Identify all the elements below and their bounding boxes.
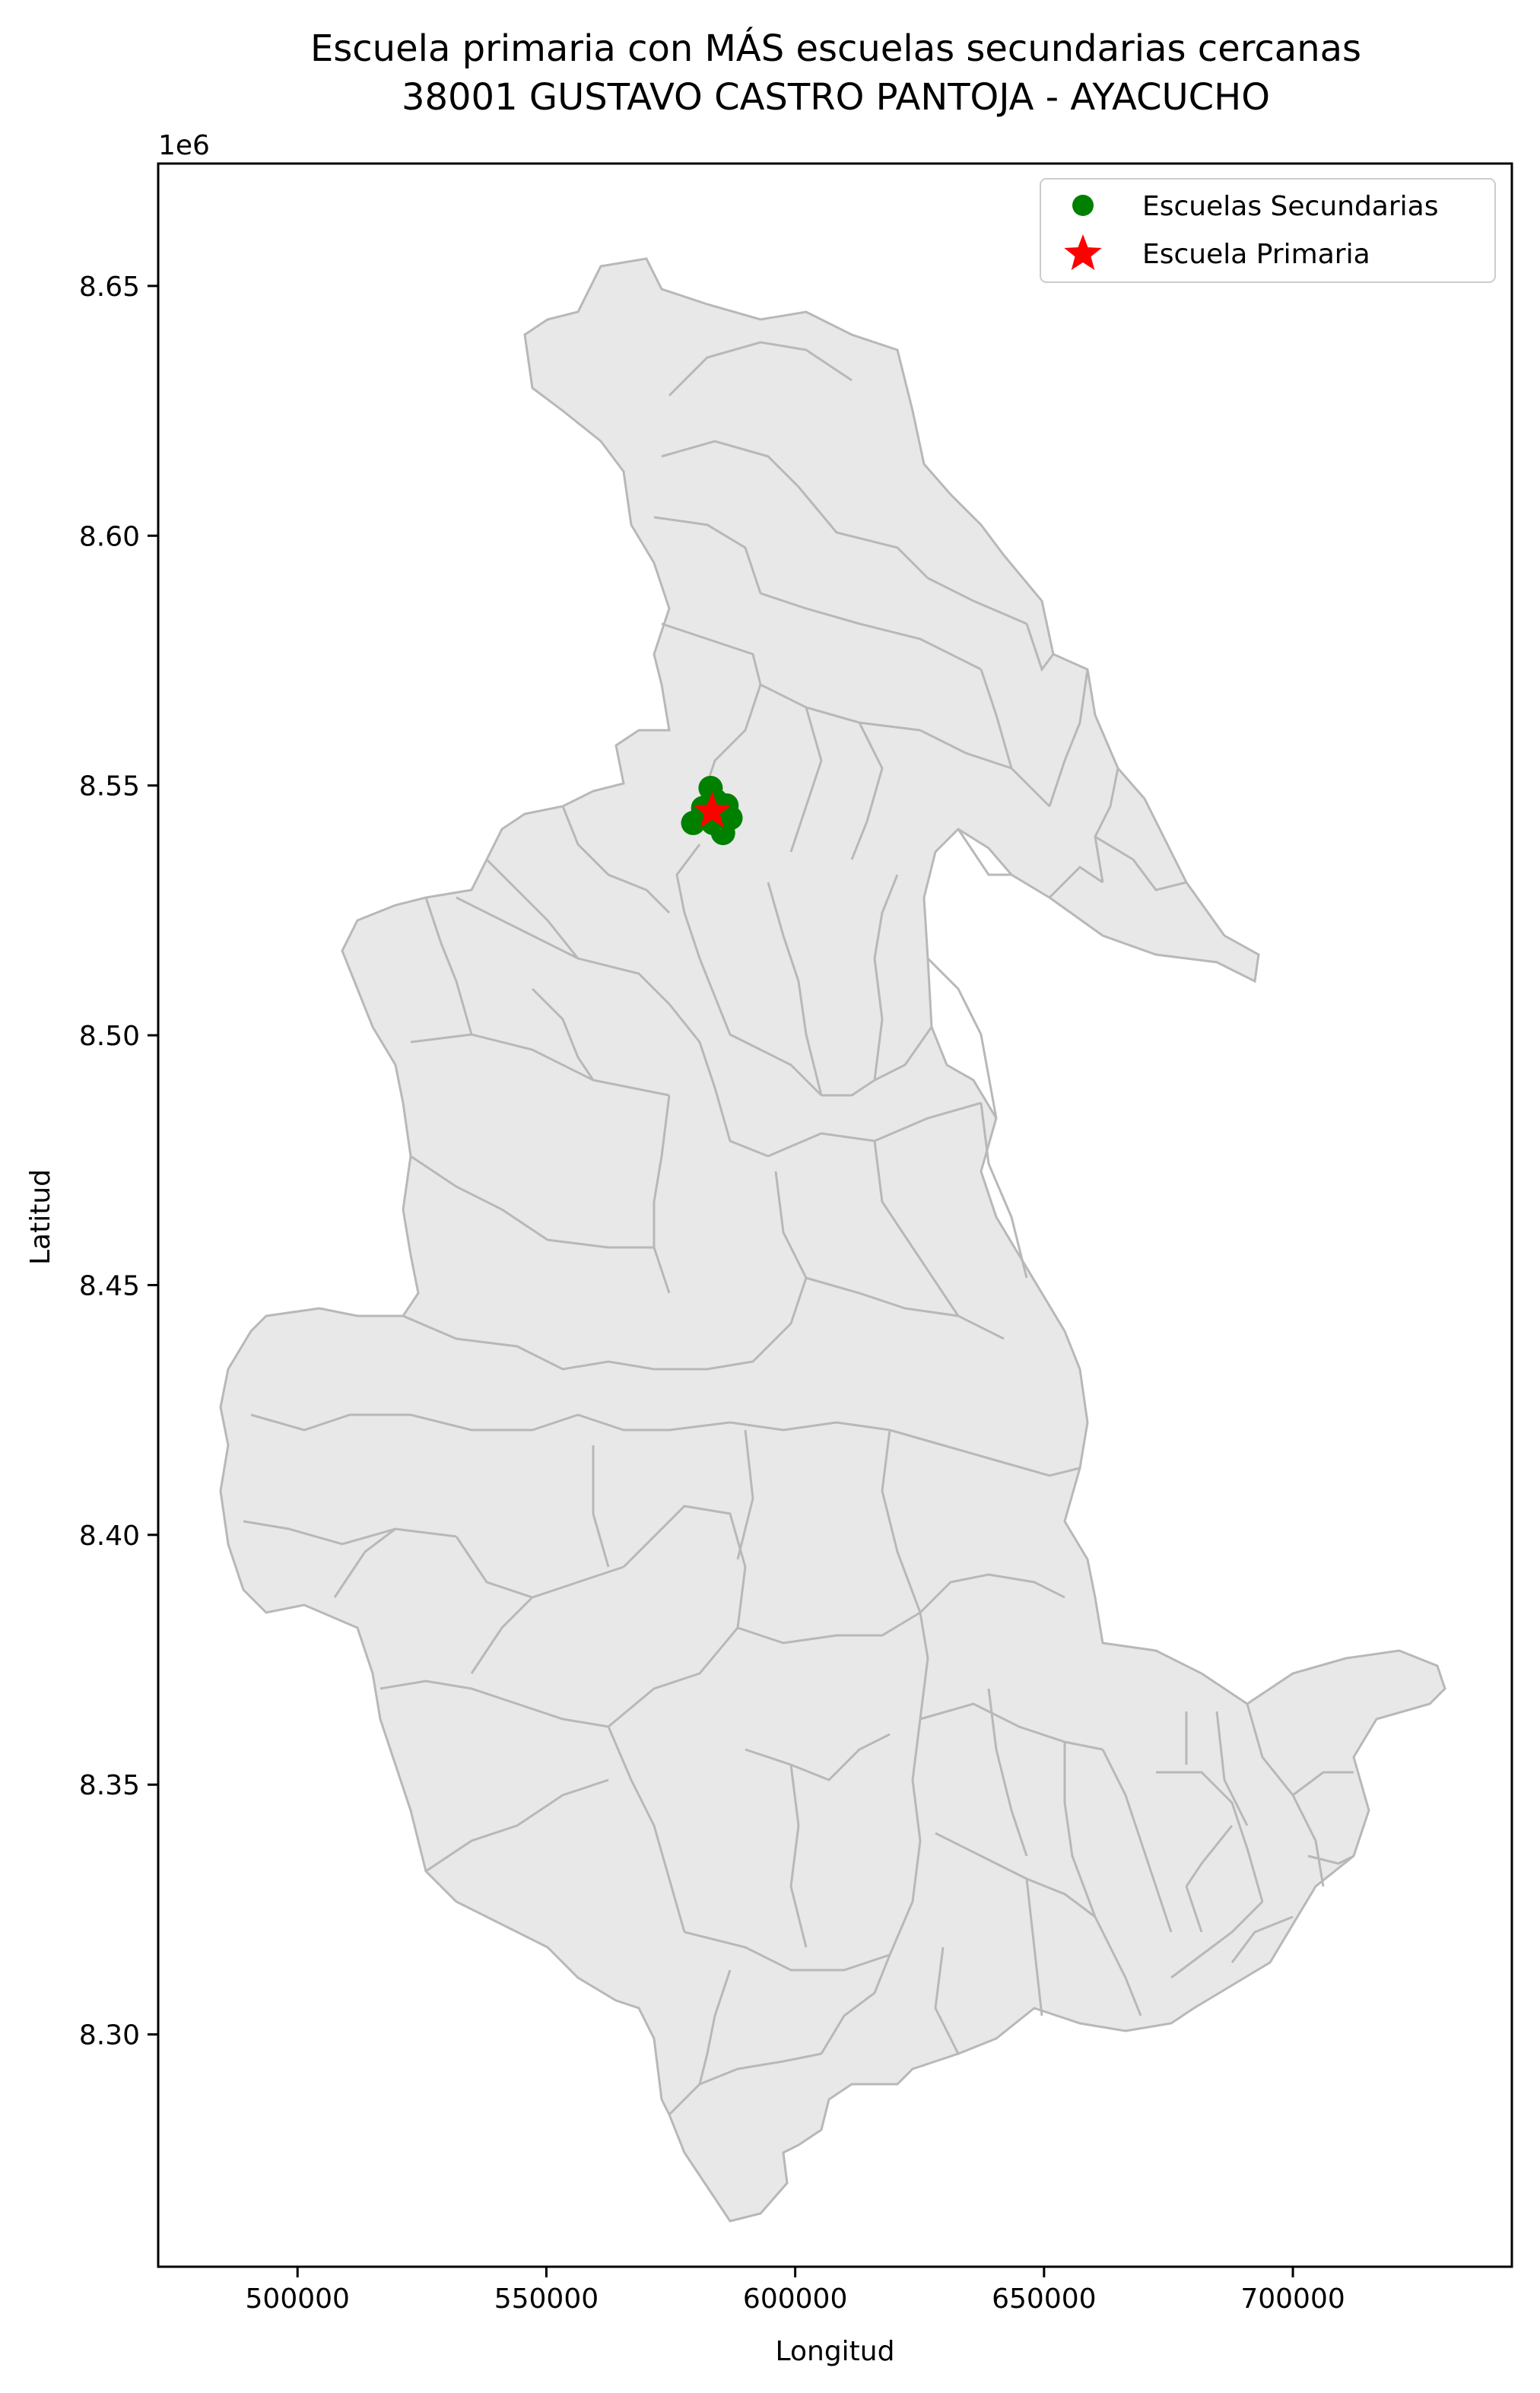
y-tick-label: 8.40 — [79, 1521, 140, 1552]
x-tick-label: 600000 — [743, 2283, 847, 2315]
y-axis-label: Latitud — [25, 1169, 56, 1265]
x-tick-label: 650000 — [992, 2283, 1096, 2315]
basemap-districts — [219, 257, 1446, 2223]
region-outline — [219, 257, 1446, 2223]
chart-title-line-2: 38001 GUSTAVO CASTRO PANTOJA - AYACUCHO — [402, 76, 1270, 119]
series-layer — [681, 775, 743, 846]
y-tick-label: 8.30 — [79, 2020, 140, 2051]
legend-label-escuela-primaria: Escuela Primaria — [1142, 239, 1370, 270]
x-tick-label: 550000 — [494, 2283, 599, 2315]
legend-marker-escuelas-secundarias — [1072, 195, 1094, 216]
primary-school-star — [693, 791, 732, 828]
x-tick-label: 700000 — [1240, 2283, 1345, 2315]
y-tick-label: 8.65 — [79, 272, 140, 303]
y-tick-label: 8.35 — [79, 1770, 140, 1801]
axes-frame — [157, 162, 1513, 2268]
legend-label-escuelas-secundarias: Escuelas Secundarias — [1142, 191, 1438, 222]
legend-marker-escuela-primaria — [1064, 234, 1102, 270]
legend: Escuelas Secundarias Escuela Primaria — [1040, 178, 1496, 283]
y-axis-ticks: 8.30 8.35 8.40 8.45 8.50 8.55 8.60 8.65 — [79, 272, 158, 2051]
x-tick-label: 500000 — [246, 2283, 350, 2315]
x-axis-label: Longitud — [776, 2336, 895, 2367]
y-tick-label: 8.45 — [79, 1270, 140, 1301]
legend-box — [1040, 178, 1496, 283]
district-borders — [243, 341, 1354, 2116]
chart-title-line-1: Escuela primaria con MÁS escuelas secund… — [310, 27, 1361, 70]
y-tick-label: 8.60 — [79, 521, 140, 552]
y-tick-label: 8.50 — [79, 1021, 140, 1052]
y-axis-offset-label: 1e6 — [158, 130, 210, 161]
y-tick-label: 8.55 — [79, 771, 140, 802]
x-axis-ticks: 500000 550000 600000 650000 700000 — [246, 2267, 1345, 2315]
